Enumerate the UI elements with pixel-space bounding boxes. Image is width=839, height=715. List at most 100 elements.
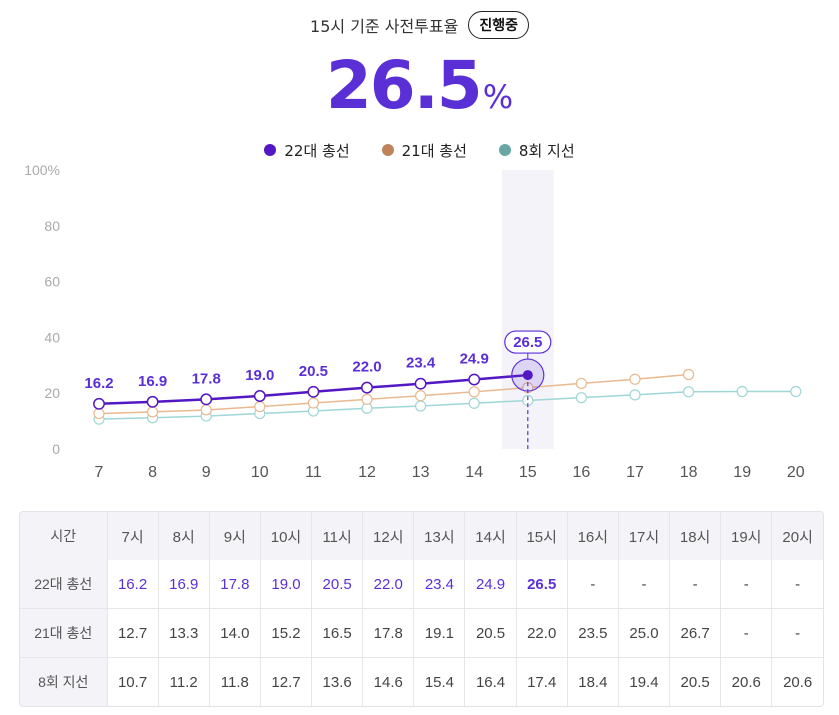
table-cell: - bbox=[567, 560, 619, 609]
legend-label-21: 21대 총선 bbox=[401, 141, 467, 160]
data-point-21 bbox=[307, 397, 319, 409]
table-cell: 22.0 bbox=[516, 608, 568, 658]
chart-legend: 22대 총선 21대 총선 8회 지선 bbox=[0, 138, 839, 162]
table-cell: 24.9 bbox=[464, 560, 517, 609]
data-point-21 bbox=[200, 404, 212, 416]
data-label: 22.0 bbox=[352, 359, 381, 376]
data-point-21 bbox=[682, 368, 695, 381]
table-row: 22대 총선 16.2 16.9 17.8 19.0 20.5 22.0 23.4 24.9 26… bbox=[20, 560, 823, 609]
data-label: 17.8 bbox=[192, 370, 221, 387]
table-column-header: 10시 bbox=[260, 512, 313, 560]
table-row-header: 22대 총선 bbox=[20, 560, 108, 609]
data-point-22 bbox=[414, 377, 427, 390]
table-column-header: 16시 bbox=[567, 512, 619, 560]
table-cell: - bbox=[669, 560, 722, 609]
table-header-row: 시간 7시 8시 9시 10시 11시 12시 13시 14시 15시 16시 17시 18시 19시 20… bbox=[20, 512, 823, 560]
table-row-header: 8회 지선 bbox=[20, 657, 108, 706]
table-column-header: 11시 bbox=[311, 512, 364, 560]
x-tick-label: 19 bbox=[733, 464, 751, 481]
table-cell: 23.4 bbox=[413, 560, 466, 609]
page-title: 15시 기준 사전투표율 bbox=[310, 17, 459, 36]
table-row-header: 21대 총선 bbox=[20, 608, 108, 658]
table-cell: 20.5 bbox=[311, 560, 364, 609]
table-cell: 18.4 bbox=[567, 657, 619, 706]
highlight-band bbox=[501, 170, 554, 449]
y-tick-label: 0 bbox=[52, 441, 60, 457]
series-line-21 bbox=[98, 373, 689, 415]
table-cell: 19.1 bbox=[413, 608, 466, 658]
table-cell: 22.0 bbox=[362, 560, 415, 609]
data-point-8 bbox=[415, 400, 427, 412]
y-tick-label: 60 bbox=[44, 274, 60, 290]
turnout-line-chart: 0 20 40 60 80 100% 7 8 9 10 11 12 13 14 15 16 17 18 19 20 16… bbox=[24, 162, 805, 481]
legend-label-8: 8회 지선 bbox=[518, 141, 575, 160]
table-row: 8회 지선 10.7 11.2 11.8 12.7 13.6 14.6 15.4 16.4 17.… bbox=[20, 657, 823, 706]
data-label: 19.0 bbox=[245, 367, 274, 384]
table-cell: 16.5 bbox=[311, 608, 364, 658]
legend-label-22: 22대 총선 bbox=[284, 141, 350, 160]
table-cell: 13.3 bbox=[158, 608, 210, 658]
data-label: 16.2 bbox=[84, 375, 113, 392]
table-cell: 20.6 bbox=[783, 673, 813, 691]
x-tick-label: 16 bbox=[573, 464, 591, 481]
table-row: 21대 총선 12.7 13.3 14.0 15.2 16.5 17.8 19.1 20.5 22… bbox=[20, 608, 823, 658]
turnout-table: 시간 7시 8시 9시 10시 11시 12시 13시 14시 15시 16시 17시 18시 19시 20… bbox=[19, 511, 824, 707]
data-label: 20.5 bbox=[299, 363, 328, 380]
data-point-8 bbox=[468, 397, 480, 409]
table-cell: - bbox=[771, 608, 823, 658]
table-cell: 20.6 bbox=[720, 657, 773, 706]
series-line-8 bbox=[98, 390, 796, 420]
table-cell: 23.5 bbox=[567, 608, 619, 658]
x-tick-label: 10 bbox=[251, 464, 269, 481]
table-column-header: 12시 bbox=[362, 512, 415, 560]
table-cell: 17.4 bbox=[516, 657, 568, 706]
turnout-rate-value: 26.5 bbox=[325, 47, 483, 124]
header: 15시 기준 사전투표율 진행중 bbox=[0, 8, 839, 42]
data-point-22 bbox=[468, 373, 481, 386]
table-cell: 26.7 bbox=[669, 608, 722, 658]
table-cell: 19.0 bbox=[260, 560, 313, 609]
legend-dot-21 bbox=[381, 144, 394, 156]
table-column-header: 7시 bbox=[107, 512, 159, 560]
x-tick-label: 18 bbox=[680, 464, 698, 481]
table-cell: 13.6 bbox=[311, 657, 364, 706]
table-column-header: 8시 bbox=[158, 512, 210, 560]
legend-item-22[interactable]: 22대 총선 bbox=[264, 140, 350, 161]
data-point-21 bbox=[415, 390, 427, 402]
data-point-21 bbox=[629, 373, 641, 385]
data-point-21 bbox=[93, 407, 105, 420]
data-point-21 bbox=[361, 393, 373, 405]
legend-dot-22 bbox=[264, 144, 277, 156]
table-cell: - bbox=[720, 608, 773, 658]
table-cell: 11.2 bbox=[158, 657, 210, 706]
x-tick-label: 14 bbox=[465, 464, 483, 481]
data-label: 16.9 bbox=[138, 373, 167, 390]
x-tick-label: 20 bbox=[787, 464, 805, 481]
y-tick-label: 20 bbox=[44, 385, 60, 401]
data-point-22 bbox=[253, 390, 266, 402]
table-cell: 26.5 bbox=[516, 560, 568, 609]
table-cell: 17.8 bbox=[362, 608, 415, 658]
table-cell: - bbox=[618, 560, 671, 609]
data-label: 24.9 bbox=[460, 351, 489, 368]
legend-dot-8 bbox=[498, 144, 511, 156]
data-point-8 bbox=[575, 392, 588, 404]
legend-item-21[interactable]: 21대 총선 bbox=[381, 140, 467, 161]
legend-item-8[interactable]: 8회 지선 bbox=[498, 140, 575, 161]
table-cell: 15.2 bbox=[260, 608, 313, 658]
data-point-21 bbox=[575, 377, 588, 390]
data-point-22 bbox=[307, 385, 320, 398]
table-cell: 16.4 bbox=[464, 657, 517, 706]
data-point-21 bbox=[147, 406, 159, 418]
x-tick-label: 15 bbox=[519, 464, 537, 481]
table-cell: 10.7 bbox=[107, 657, 159, 706]
table-cell: 20.5 bbox=[464, 608, 517, 658]
turnout-rate-unit: % bbox=[482, 78, 514, 116]
data-point-22 bbox=[200, 393, 213, 406]
table-cell: 15.4 bbox=[413, 657, 466, 706]
table-column-header: 13시 bbox=[413, 512, 466, 560]
table-cell: 11.8 bbox=[209, 657, 261, 706]
table-column-header: 14시 bbox=[464, 512, 517, 560]
current-data-point bbox=[522, 370, 533, 381]
data-point-21 bbox=[468, 386, 480, 398]
